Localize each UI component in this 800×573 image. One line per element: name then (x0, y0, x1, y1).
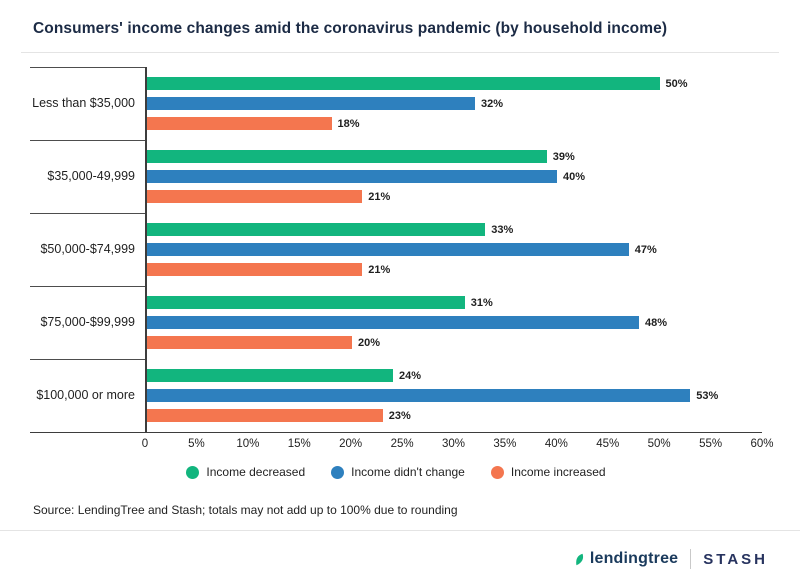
chart-row: Less than $35,000 50% 32% 18% (30, 67, 762, 140)
footer-divider (0, 530, 800, 531)
footer: lendingtree STASH (0, 531, 800, 569)
bar-value-label: 21% (368, 263, 391, 276)
bar-group: 24% 53% 23% (145, 359, 762, 432)
bar-value-label: 20% (358, 336, 381, 349)
x-tick-label: 10% (236, 438, 260, 450)
bar-line: 21% (147, 263, 762, 276)
bar-line: 21% (147, 190, 762, 203)
bar-group: 50% 32% 18% (145, 67, 762, 140)
bar-income-didn-t-change (147, 389, 691, 402)
bar-value-label: 47% (634, 243, 657, 256)
bar-income-increased (147, 117, 332, 130)
bar-value-label: 53% (696, 389, 719, 402)
bar-income-decreased (147, 296, 465, 309)
legend-item: Income increased (490, 465, 606, 479)
x-tick-label: 60% (750, 438, 774, 450)
category-label: $35,000-49,999 (30, 140, 145, 213)
legend-dot (331, 465, 345, 479)
bar-chart: Less than $35,000 50% 32% 18% $35,000-49,999… (30, 67, 774, 479)
bar-income-didn-t-change (147, 316, 639, 329)
bar-income-decreased (147, 150, 547, 163)
bar-income-decreased (147, 77, 660, 90)
legend-dot (490, 465, 504, 479)
bar-line: 33% (147, 223, 762, 236)
bar-line: 20% (147, 336, 762, 349)
x-tick-label: 25% (390, 438, 414, 450)
legend-item: Income decreased (186, 465, 305, 479)
bar-value-label: 31% (470, 296, 493, 309)
bar-income-didn-t-change (147, 170, 557, 183)
bar-group: 31% 48% 20% (145, 286, 762, 359)
legend-dot (186, 465, 200, 479)
bar-group: 33% 47% 21% (145, 213, 762, 286)
bar-line: 18% (147, 117, 762, 130)
chart-row: $35,000-49,999 39% 40% 21% (30, 140, 762, 213)
x-tick-label: 40% (544, 438, 568, 450)
x-axis-line (30, 432, 762, 433)
x-tick-label: 55% (699, 438, 723, 450)
bar-income-didn-t-change (147, 243, 629, 256)
bar-line: 40% (147, 170, 762, 183)
bar-income-increased (147, 263, 363, 276)
bar-line: 32% (147, 97, 762, 110)
bar-line: 47% (147, 243, 762, 256)
bar-line: 24% (147, 369, 762, 382)
category-label: $100,000 or more (30, 359, 145, 432)
x-tick-label: 30% (441, 438, 466, 450)
x-tick-label: 50% (647, 438, 671, 450)
bar-value-label: 21% (368, 190, 391, 203)
bar-value-label: 23% (388, 409, 411, 422)
bar-income-decreased (147, 223, 486, 236)
lendingtree-logo: lendingtree (572, 550, 678, 568)
legend-label: Income decreased (206, 465, 306, 479)
chart-title: Consumers' income changes amid the coron… (33, 20, 668, 37)
bar-value-label: 39% (552, 150, 575, 163)
bar-value-label: 32% (481, 97, 504, 110)
top-divider (21, 52, 779, 53)
bar-value-label: 33% (491, 223, 514, 236)
x-axis-ticks: 0 5% 10% 15% 20% 25% 30% 35% 40% 45% 50% 55% 60% (141, 433, 774, 453)
bar-income-didn-t-change (147, 97, 475, 110)
bar-value-label: 40% (563, 170, 586, 183)
leaf-icon (576, 553, 583, 565)
x-tick-label: 35% (493, 438, 517, 450)
chart-row: $75,000-$99,999 31% 48% 20% (30, 286, 762, 359)
bar-line: 31% (147, 296, 762, 309)
legend: Income decreased Income didn't change Inco… (30, 465, 762, 479)
bar-line: 48% (147, 316, 762, 329)
bar-income-increased (147, 409, 383, 422)
bar-value-label: 50% (665, 77, 688, 90)
stash-wordmark: STASH (703, 550, 768, 568)
bar-income-decreased (147, 369, 393, 382)
legend-label: Income increased (510, 465, 606, 479)
category-label: $50,000-$74,999 (30, 213, 145, 286)
bar-line: 23% (147, 409, 762, 422)
brand-divider (690, 549, 692, 569)
chart-row: $100,000 or more 24% 53% 23% (30, 359, 762, 432)
chart-rows: Less than $35,000 50% 32% 18% $35,000-49,999… (30, 67, 762, 432)
bar-income-increased (147, 190, 363, 203)
legend-label: Income didn't change (351, 465, 465, 479)
x-tick-label: 20% (339, 438, 363, 450)
bar-value-label: 48% (645, 316, 668, 329)
lendingtree-wordmark: lendingtree (589, 550, 679, 567)
bar-value-label: 24% (399, 369, 422, 382)
bar-group: 39% 40% 21% (145, 140, 762, 213)
category-label: Less than $35,000 (30, 67, 145, 140)
category-label: $75,000-$99,999 (30, 286, 145, 359)
x-tick-label: 0 (141, 438, 149, 450)
bar-line: 50% (147, 77, 762, 90)
bar-value-label: 18% (337, 117, 360, 130)
bar-line: 53% (147, 389, 762, 402)
x-tick-label: 15% (287, 438, 311, 450)
bar-income-increased (147, 336, 352, 349)
bar-line: 39% (147, 150, 762, 163)
x-tick-label: 5% (188, 438, 205, 450)
source-note: Source: LendingTree and Stash; totals ma… (33, 503, 458, 517)
legend-item: Income didn't change (331, 465, 465, 479)
x-tick-label: 45% (596, 438, 620, 450)
chart-row: $50,000-$74,999 33% 47% 21% (30, 213, 762, 286)
